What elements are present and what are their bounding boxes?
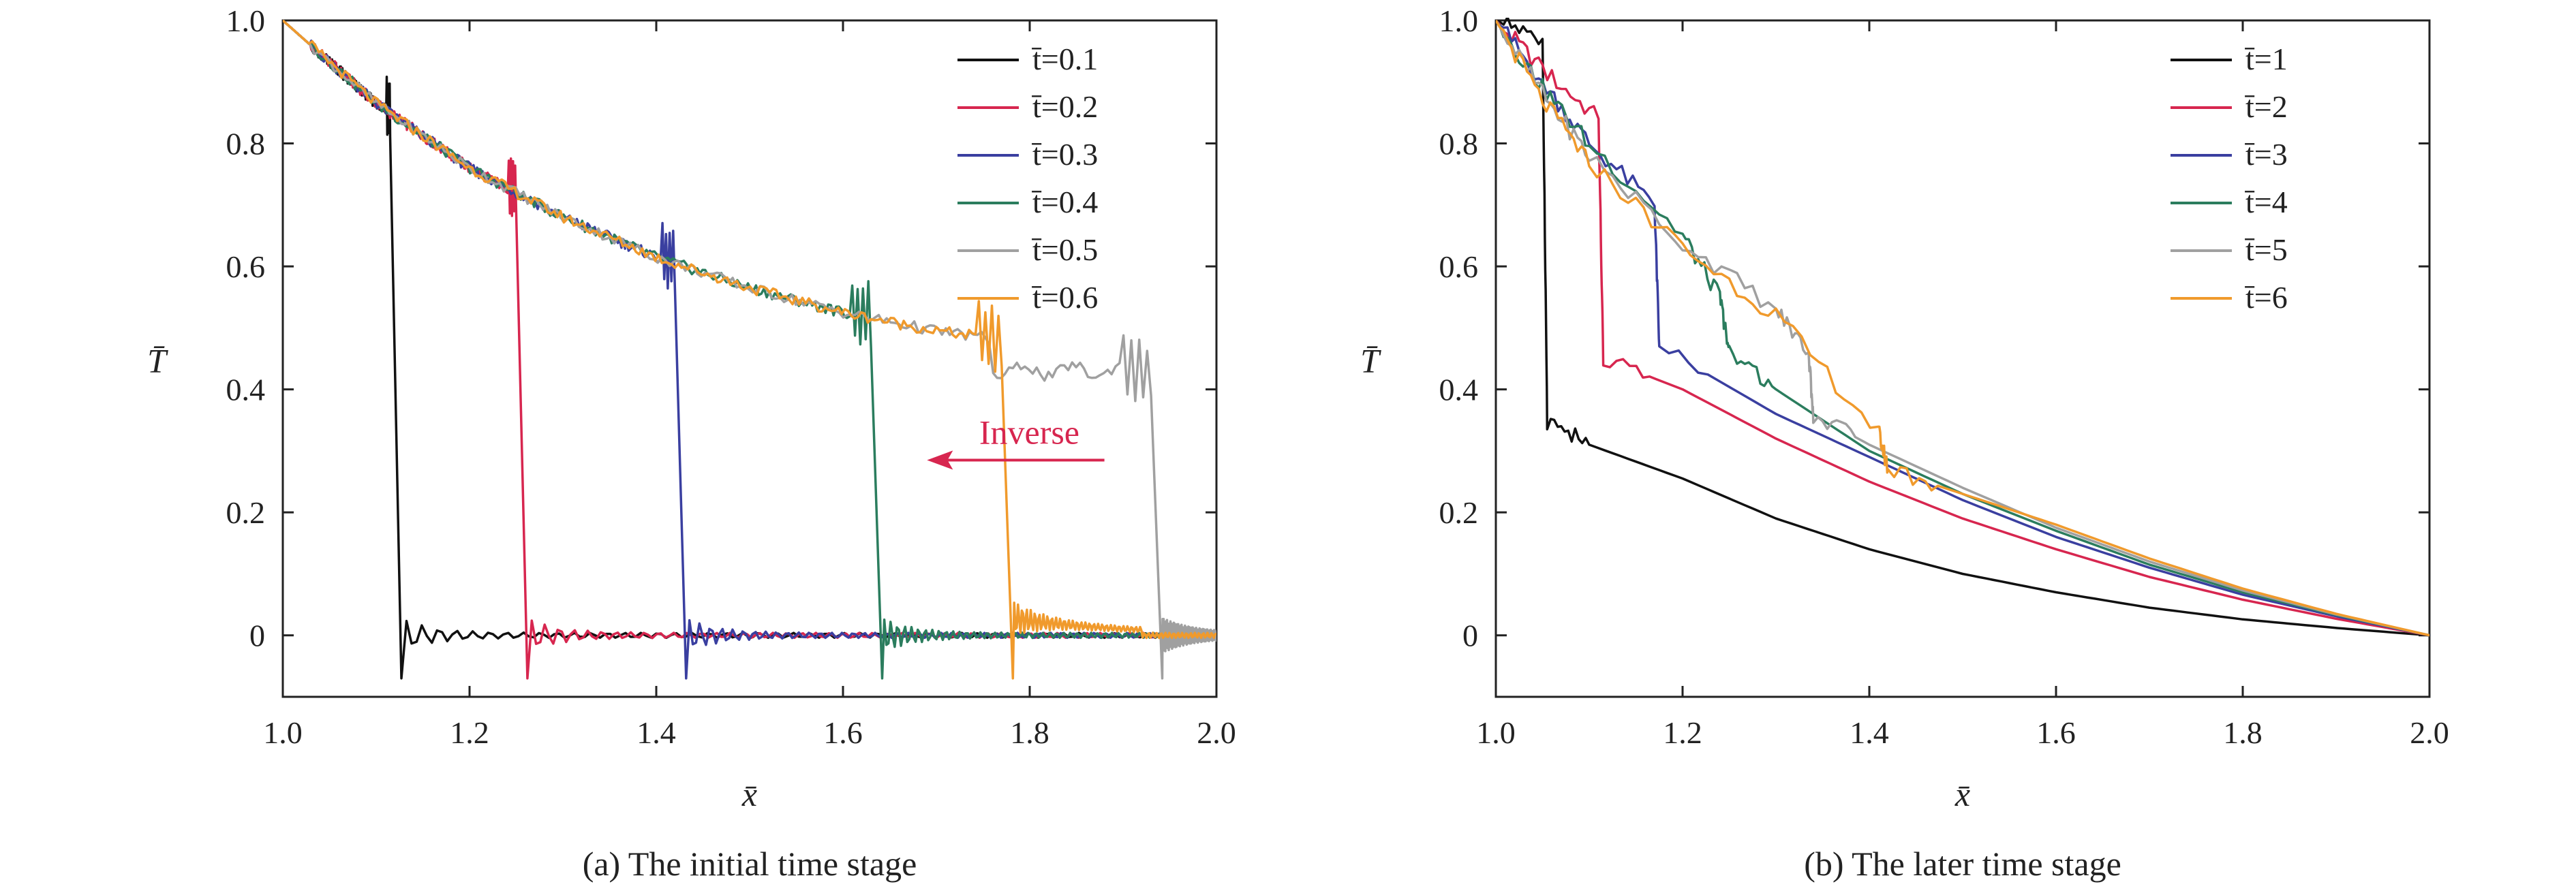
series-line-2 (1496, 19, 2429, 637)
series-line-3 (1496, 19, 2429, 637)
x-tick-label: 1.2 (450, 715, 489, 750)
x-tick-label: 1.8 (2223, 715, 2263, 750)
series-group (283, 19, 1216, 680)
y-tick-label: 1.0 (226, 3, 266, 38)
series-line-6 (1496, 20, 2429, 637)
legend-label-5: t̄=0.5 (1031, 232, 1098, 267)
x-tick-label: 2.0 (2410, 715, 2449, 750)
series-line-5 (1496, 20, 2429, 637)
y-tick-label: 0.2 (1439, 495, 1479, 530)
x-axis-label: x̄ (1954, 775, 1970, 813)
y-tick-label: 1.0 (1439, 3, 1479, 38)
plot-frame (1494, 19, 2431, 698)
y-axis-label: T̄ (1360, 342, 1381, 380)
x-tick-label: 1.4 (637, 715, 676, 750)
legend-label-1: t̄=0.1 (1031, 42, 1098, 76)
legend-label-3: t̄=3 (2244, 137, 2288, 172)
x-tick-label: 1.8 (1010, 715, 1049, 750)
annotation-label: Inverse (979, 413, 1079, 451)
annotation-arrow-head (927, 450, 953, 470)
x-tick-label: 1.6 (823, 715, 863, 750)
y-tick-label: 0 (249, 618, 265, 653)
legend-label-4: t̄=4 (2244, 185, 2288, 219)
y-axis-label: T̄ (147, 342, 168, 380)
x-tick-label: 1.4 (1850, 715, 1889, 750)
y-tick-label: 0.6 (1439, 249, 1479, 284)
panel-a: 1.0 1.2 1.4 1.6 1.8 2.0 0 0.2 0.4 0.6 0.8 1.0 x̄ T̄ (a… (147, 3, 1236, 883)
y-tick-label: 0.8 (1439, 127, 1479, 161)
y-tick-label: 0.4 (1439, 373, 1479, 407)
y-tick-label: 0.8 (226, 127, 266, 161)
x-tick-label: 1.0 (1476, 715, 1516, 750)
y-tick-label: 0 (1462, 618, 1478, 653)
y-tick-label: 0.2 (226, 495, 266, 530)
legend-label-2: t̄=2 (2244, 89, 2288, 124)
panel-caption: (b) The later time stage (1804, 845, 2121, 883)
legend-label-3: t̄=0.3 (1031, 137, 1098, 172)
panel-caption: (a) The initial time stage (583, 845, 917, 883)
x-tick-label: 2.0 (1197, 715, 1236, 750)
legend-label-1: t̄=1 (2244, 42, 2288, 76)
x-axis-label: x̄ (741, 775, 757, 813)
series-group (1496, 18, 2429, 637)
legend-label-5: t̄=5 (2244, 232, 2288, 267)
series-line-1 (1496, 18, 2429, 637)
x-tick-label: 1.0 (263, 715, 303, 750)
panel-b: 1.0 1.2 1.4 1.6 1.8 2.0 0 0.2 0.4 0.6 0.8 1.0 x̄ T̄ (b… (1360, 3, 2449, 883)
series-line-4 (1496, 20, 2429, 637)
x-tick-label: 1.2 (1663, 715, 1702, 750)
y-tick-label: 0.4 (226, 373, 266, 407)
legend-label-4: t̄=0.4 (1031, 185, 1098, 219)
y-tick-label: 0.6 (226, 249, 266, 284)
series-line-6 (283, 19, 1216, 680)
legend-label-6: t̄=0.6 (1031, 280, 1098, 315)
legend-label-2: t̄=0.2 (1031, 89, 1098, 124)
plot-frame (281, 19, 1218, 698)
legend-label-6: t̄=6 (2244, 280, 2288, 315)
x-tick-label: 1.6 (2036, 715, 2076, 750)
